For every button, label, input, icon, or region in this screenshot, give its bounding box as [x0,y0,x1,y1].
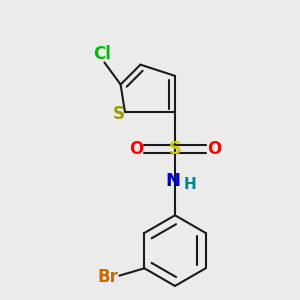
Text: Cl: Cl [93,45,111,63]
Text: S: S [169,140,182,158]
Text: H: H [184,177,197,192]
Text: O: O [129,140,143,158]
Text: Br: Br [98,268,118,286]
Text: O: O [207,140,221,158]
Text: N: N [165,172,180,190]
Text: S: S [112,105,124,123]
